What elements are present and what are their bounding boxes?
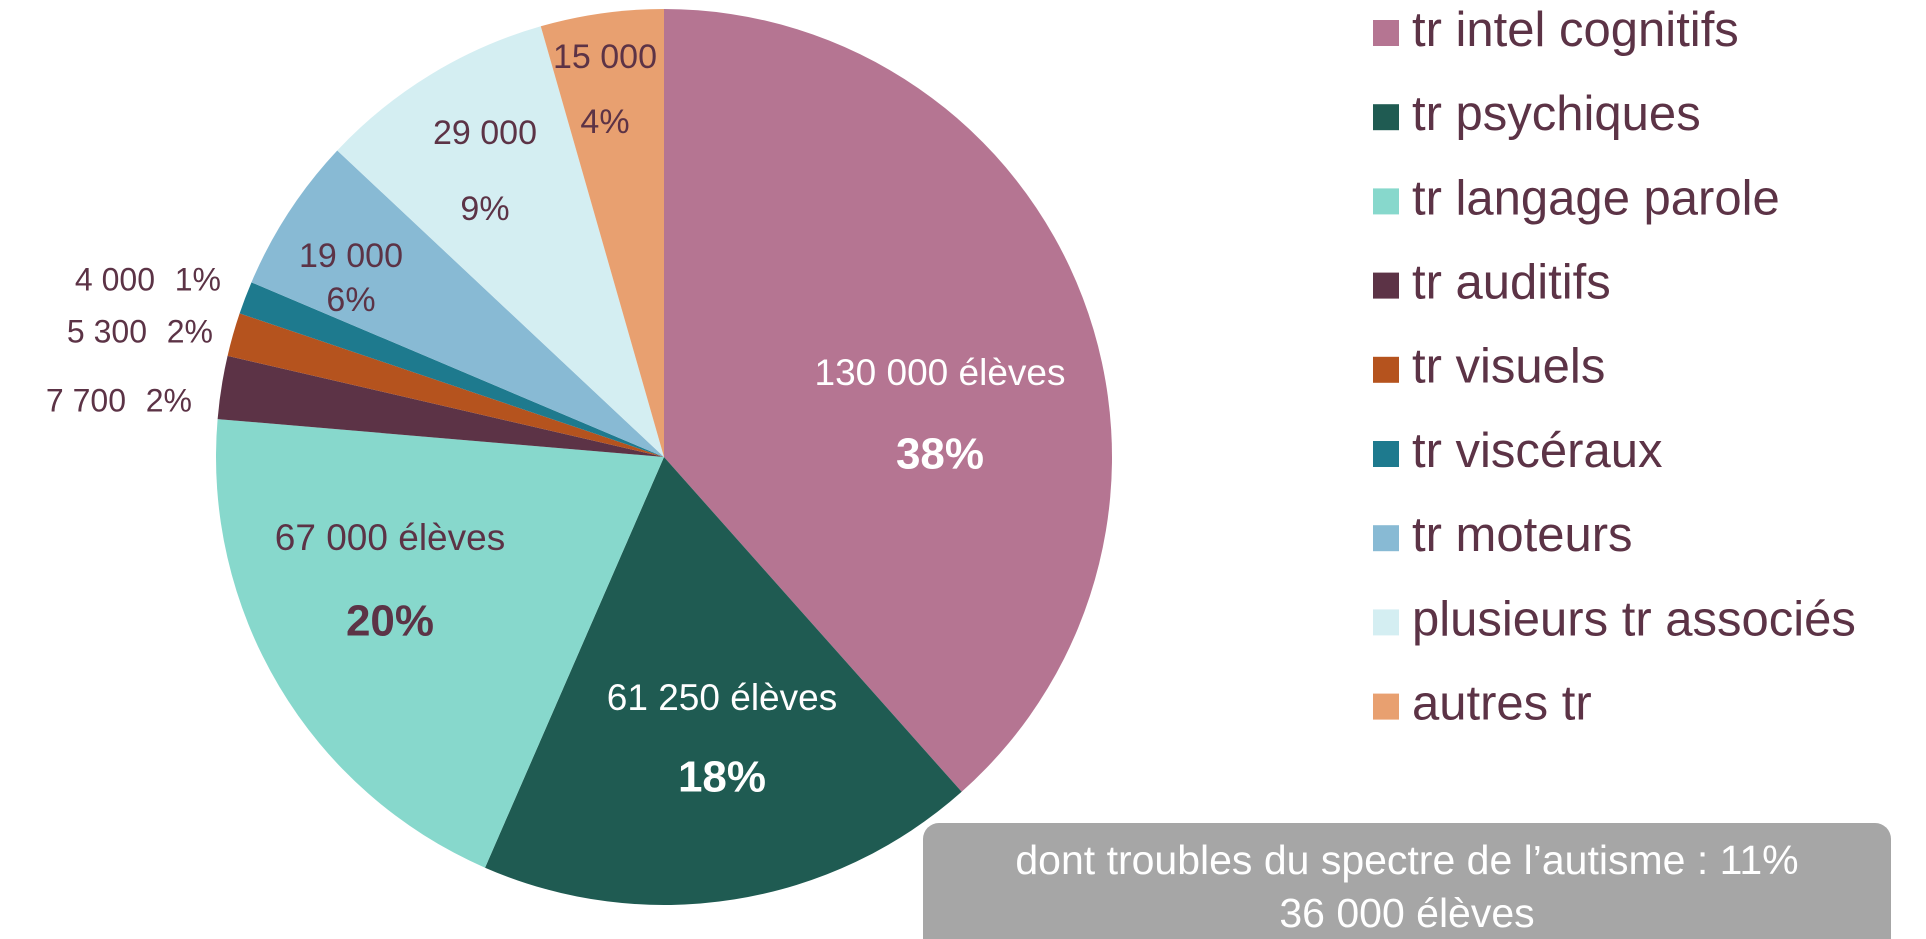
legend-swatch	[1373, 356, 1399, 383]
percent-label: 2%	[167, 313, 213, 349]
legend-swatch	[1373, 525, 1399, 552]
legend-swatch	[1373, 188, 1399, 215]
legend-label: plusieurs tr associés	[1412, 592, 1856, 646]
legend-label: tr auditifs	[1412, 256, 1611, 310]
value-label: 15 000	[553, 38, 657, 76]
legend-label: tr intel cognitifs	[1412, 3, 1739, 57]
legend-swatch	[1373, 20, 1399, 46]
percent-label: 1%	[175, 261, 221, 297]
percent-label: 38%	[896, 430, 984, 479]
legend-swatch	[1373, 272, 1399, 299]
legend-label: tr langage parole	[1412, 171, 1780, 225]
percent-label: 6%	[326, 281, 375, 319]
legend-swatch	[1373, 441, 1399, 467]
pie-slice	[215, 419, 664, 868]
percent-label: 4%	[580, 103, 629, 141]
pie-slice	[664, 9, 1112, 792]
pie-slice	[239, 282, 665, 457]
percent-label: 2%	[146, 382, 192, 418]
legend-label: autres tr	[1412, 677, 1592, 731]
value-label: 7 700	[46, 382, 126, 418]
legend-label: tr viscéraux	[1412, 424, 1663, 478]
value-label: 130 000 élèves	[815, 352, 1066, 393]
pie-slice	[337, 26, 664, 457]
annotation: 36 000 élèves	[1279, 890, 1534, 936]
value-label: 4 000	[75, 261, 155, 297]
pie-slice	[227, 313, 664, 457]
annotation: dont troubles du spectre de l’autisme : …	[1015, 837, 1798, 883]
value-label: 67 000 élèves	[275, 517, 505, 558]
annotation-box	[923, 823, 1891, 939]
legend-swatch	[1373, 693, 1399, 720]
legend-label: tr moteurs	[1412, 508, 1633, 562]
percent-label: 9%	[460, 190, 509, 228]
legend-label: tr psychiques	[1412, 87, 1701, 141]
percent-label: 20%	[346, 597, 434, 646]
value-label: 61 250 élèves	[607, 677, 837, 718]
value-label: 29 000	[433, 114, 537, 152]
legend-swatch	[1373, 609, 1399, 636]
pie-slice	[251, 150, 664, 458]
pie-slice	[540, 8, 664, 457]
legend-label: tr visuels	[1412, 340, 1605, 394]
legend-swatch	[1373, 104, 1399, 131]
value-label: 5 300	[67, 313, 147, 349]
pie-slice	[217, 355, 664, 457]
percent-label: 18%	[678, 753, 766, 802]
pie-slice	[485, 457, 962, 905]
value-label: 19 000	[299, 237, 403, 275]
